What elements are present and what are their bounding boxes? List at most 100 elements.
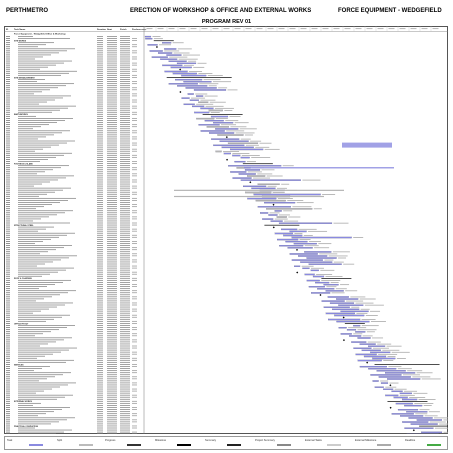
row-id bbox=[6, 124, 10, 126]
task-duration bbox=[97, 304, 103, 306]
task-name bbox=[18, 58, 35, 60]
task-start bbox=[107, 257, 117, 259]
task-bar bbox=[391, 390, 403, 393]
resource-label bbox=[227, 89, 238, 91]
task-name bbox=[18, 93, 34, 95]
task-bar bbox=[300, 261, 333, 263]
task-bar bbox=[338, 327, 347, 329]
task-start bbox=[107, 148, 117, 150]
resource-label bbox=[404, 390, 418, 392]
task-duration bbox=[97, 368, 103, 369]
task-name bbox=[18, 124, 49, 126]
resource-label bbox=[301, 265, 314, 267]
task-duration bbox=[97, 320, 103, 322]
task-bar bbox=[213, 122, 234, 124]
task-start bbox=[107, 169, 117, 171]
task-finish bbox=[120, 269, 130, 271]
task-start bbox=[107, 91, 117, 93]
task-bar bbox=[410, 423, 438, 425]
task-bar bbox=[279, 245, 304, 247]
summary-bar bbox=[202, 114, 243, 115]
row-id bbox=[6, 236, 10, 238]
task-duration bbox=[97, 228, 103, 230]
task-finish bbox=[120, 347, 130, 349]
task-finish bbox=[120, 265, 130, 267]
row-id bbox=[6, 292, 10, 294]
task-duration bbox=[97, 202, 103, 203]
task-duration bbox=[97, 87, 103, 89]
task-start bbox=[107, 187, 117, 189]
timescale-label bbox=[399, 28, 406, 30]
task-duration bbox=[97, 341, 103, 343]
row-id bbox=[6, 271, 10, 273]
task-duration bbox=[97, 251, 103, 253]
task-predecessors bbox=[132, 212, 137, 214]
task-duration bbox=[97, 70, 103, 72]
section-label: PRACTICAL COMPLETION bbox=[14, 425, 39, 428]
task-start bbox=[107, 101, 117, 103]
resource-label bbox=[402, 374, 420, 376]
row-id bbox=[6, 323, 10, 324]
row-id bbox=[6, 284, 10, 285]
task-duration bbox=[97, 124, 103, 126]
task-duration bbox=[97, 103, 103, 105]
task-name bbox=[18, 56, 43, 58]
task-predecessors bbox=[132, 169, 137, 171]
task-start bbox=[107, 359, 117, 361]
task-finish bbox=[120, 378, 130, 380]
task-start bbox=[107, 228, 117, 230]
task-start bbox=[107, 300, 117, 302]
task-duration bbox=[97, 46, 103, 48]
task-name bbox=[18, 282, 63, 283]
resource-label bbox=[322, 194, 336, 195]
resource-label bbox=[197, 62, 207, 64]
row-id bbox=[6, 257, 10, 259]
task-bar bbox=[338, 304, 364, 306]
task-start bbox=[107, 310, 117, 312]
task-duration bbox=[97, 222, 103, 224]
task-name bbox=[18, 345, 40, 347]
resource-label bbox=[353, 333, 363, 335]
task-finish bbox=[120, 325, 130, 326]
row-id bbox=[6, 118, 10, 119]
task-bar bbox=[294, 265, 301, 267]
task-duration bbox=[97, 257, 103, 259]
task-duration bbox=[97, 382, 103, 384]
task-name bbox=[18, 349, 69, 351]
task-start bbox=[107, 44, 117, 46]
task-duration bbox=[97, 177, 103, 179]
task-name bbox=[18, 165, 69, 167]
task-bar bbox=[276, 216, 287, 218]
task-bar bbox=[311, 292, 331, 294]
task-finish bbox=[120, 288, 130, 290]
resource-label bbox=[287, 200, 304, 201]
task-name bbox=[18, 167, 61, 169]
task-bar bbox=[168, 60, 187, 62]
resource-label bbox=[424, 415, 438, 417]
task-finish bbox=[120, 85, 130, 87]
task-finish bbox=[120, 197, 130, 199]
task-name bbox=[18, 66, 48, 68]
task-predecessors bbox=[132, 132, 137, 134]
task-finish bbox=[120, 384, 130, 386]
task-predecessors bbox=[132, 40, 137, 41]
task-finish bbox=[120, 220, 130, 222]
task-name bbox=[18, 372, 71, 374]
task-start bbox=[107, 345, 117, 347]
task-start bbox=[107, 52, 117, 54]
resource-label bbox=[331, 292, 345, 294]
task-predecessors bbox=[132, 83, 137, 85]
task-bar bbox=[323, 306, 350, 308]
row-id bbox=[6, 392, 10, 394]
row-id bbox=[6, 183, 10, 185]
task-start bbox=[107, 107, 117, 109]
resource-label bbox=[372, 337, 384, 339]
row-id bbox=[6, 325, 10, 326]
milestone-marker bbox=[389, 406, 392, 409]
task-duration bbox=[97, 191, 103, 193]
task-start bbox=[107, 95, 117, 97]
task-bar bbox=[370, 374, 402, 376]
long-task-bar bbox=[174, 189, 344, 191]
row-id bbox=[6, 384, 10, 386]
task-duration bbox=[97, 60, 103, 62]
